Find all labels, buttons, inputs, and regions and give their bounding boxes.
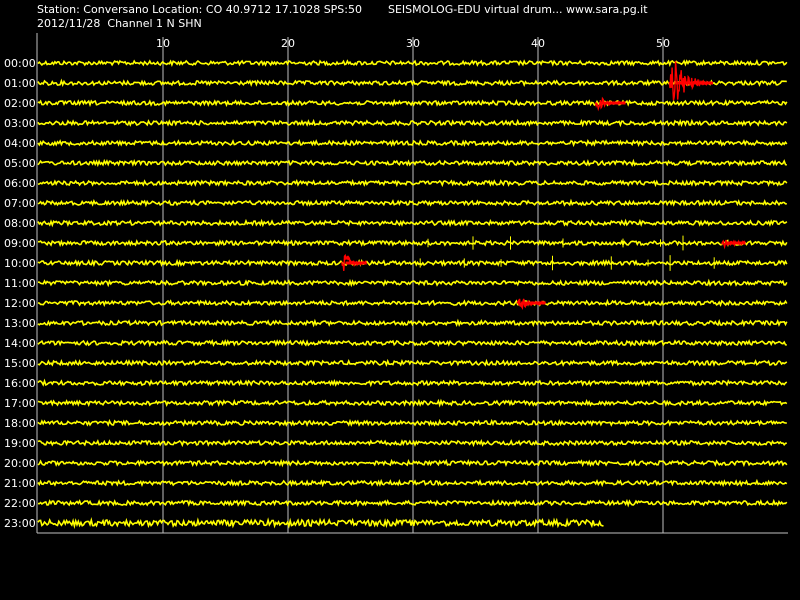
trace-row-13:00 [37,318,788,328]
trace-row-03:00 [37,118,788,128]
row-label: 07:00 [4,197,36,210]
row-label: 16:00 [4,377,36,390]
event-coda-10:00 [345,261,367,265]
trace-row-07:00 [37,198,787,208]
event-coda-02:00 [600,101,626,105]
row-label: 00:00 [4,57,36,70]
trace-row-23:00 [37,516,604,530]
row-label: 10:00 [4,257,36,270]
trace-row-21:00 [37,478,788,488]
row-label: 11:00 [4,277,36,290]
trace-row-20:00 [37,458,788,468]
trace-row-18:00 [37,418,787,427]
event-coda-12:00 [521,301,546,305]
trace-row-09:00 [37,239,788,248]
row-label: 03:00 [4,117,36,130]
trace-row-00:00 [37,58,788,68]
trace-row-05:00 [37,158,788,168]
event-coda-01:00 [675,81,713,85]
trace-row-08:00 [37,218,788,228]
row-label: 04:00 [4,137,36,150]
row-label: 13:00 [4,317,36,330]
row-label: 23:00 [4,517,36,530]
row-label: 19:00 [4,437,36,450]
date-channel-info: 2012/11/28 Channel 1 N SHN [37,17,202,30]
trace-row-22:00 [37,498,788,508]
event-trace-01:00 [668,61,714,101]
row-label: 15:00 [4,357,36,370]
x-tick-label: 20 [281,37,295,50]
x-tick-label: 40 [531,37,545,50]
x-tick-label: 50 [656,37,670,50]
trace-row-01:00 [37,78,787,88]
x-tick-label: 30 [406,37,420,50]
trace-row-02:00 [37,98,788,108]
row-label: 05:00 [4,157,36,170]
station-info: Station: Conversano Location: CO 40.9712… [37,3,362,16]
trace-row-12:00 [37,298,788,308]
row-label: 17:00 [4,397,36,410]
trace-row-14:00 [37,338,787,348]
trace-row-15:00 [37,358,788,367]
trace-layer [37,58,788,530]
row-label: 08:00 [4,217,36,230]
row-label: 18:00 [4,417,36,430]
row-label: 02:00 [4,97,36,110]
trace-row-10:00 [37,258,788,268]
row-label: 20:00 [4,457,36,470]
trace-row-04:00 [37,139,788,148]
row-label: 01:00 [4,77,36,90]
row-label: 21:00 [4,477,36,490]
row-label: 06:00 [4,177,36,190]
trace-row-16:00 [37,378,788,388]
trace-row-19:00 [37,438,787,448]
label-layer: 10 20 30 40 50 00:00 01:00 02:00 03:00 04:00 05:00… [4,37,670,530]
x-tick-label: 10 [156,37,170,50]
row-label: 22:00 [4,497,36,510]
trace-row-06:00 [37,179,788,188]
row-label: 12:00 [4,297,36,310]
product-title: SEISMOLOG-EDU virtual drum... www.sara.p… [388,3,648,16]
trace-row-17:00 [37,398,788,408]
event-coda-09:00 [725,241,746,245]
row-label: 09:00 [4,237,36,250]
row-label: 14:00 [4,337,36,350]
trace-row-11:00 [38,278,788,288]
